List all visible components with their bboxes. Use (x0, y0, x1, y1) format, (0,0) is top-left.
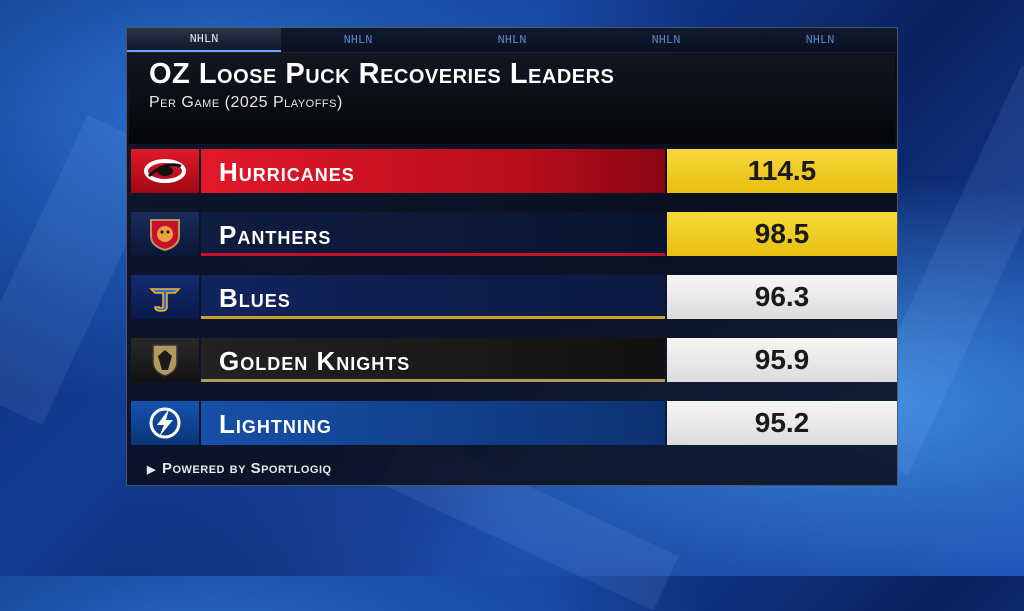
play-arrow-icon: ▶ (147, 464, 156, 476)
stat-value: 96.3 (667, 275, 897, 319)
sponsor-text: Powered by Sportlogiq (161, 460, 332, 477)
leader-row: Hurricanes 114.5 (131, 149, 897, 193)
team-name: Hurricanes (219, 157, 355, 187)
lightning-logo-icon (131, 401, 199, 445)
leaders-panel: NHLN NHLN NHLN NHLN NHLN OZ Loose Puck R… (126, 27, 898, 486)
title-box (129, 54, 895, 144)
blues-logo-icon (131, 275, 199, 319)
leader-row: Golden Knights 95.9 (131, 338, 897, 382)
network-tab: NHLN (497, 33, 527, 47)
team-name: Lightning (219, 409, 332, 439)
sponsor-credit: ▶ Powered by Sportlogiq (147, 460, 332, 477)
panthers-logo-icon (131, 212, 199, 256)
team-name: Golden Knights (219, 346, 411, 376)
network-tab: NHLN (651, 33, 681, 47)
hurricanes-logo-icon (131, 149, 199, 193)
team-name: Blues (219, 283, 291, 313)
graphic-title: OZ Loose Puck Recoveries Leaders (149, 58, 615, 90)
network-tab: NHLN (343, 33, 373, 47)
stat-value: 114.5 (667, 149, 897, 193)
team-name-bar: Lightning (201, 401, 665, 445)
golden-knights-logo-icon (131, 338, 199, 382)
team-name: Panthers (219, 220, 332, 250)
team-name-bar: Golden Knights (201, 338, 665, 382)
network-tab: NHLN (805, 33, 835, 47)
network-tab: NHLN (127, 28, 281, 52)
stat-value: 95.9 (667, 338, 897, 382)
leader-row: Blues 96.3 (131, 275, 897, 319)
stat-value: 98.5 (667, 212, 897, 256)
leader-row: Panthers 98.5 (131, 212, 897, 256)
team-name-bar: Hurricanes (201, 149, 665, 193)
network-tab-strip: NHLN NHLN NHLN NHLN NHLN (127, 28, 897, 53)
stat-value: 95.2 (667, 401, 897, 445)
graphic-subtitle: Per Game (2025 Playoffs) (149, 94, 343, 111)
leader-row: Lightning 95.2 (131, 401, 897, 445)
team-name-bar: Panthers (201, 212, 665, 256)
team-name-bar: Blues (201, 275, 665, 319)
